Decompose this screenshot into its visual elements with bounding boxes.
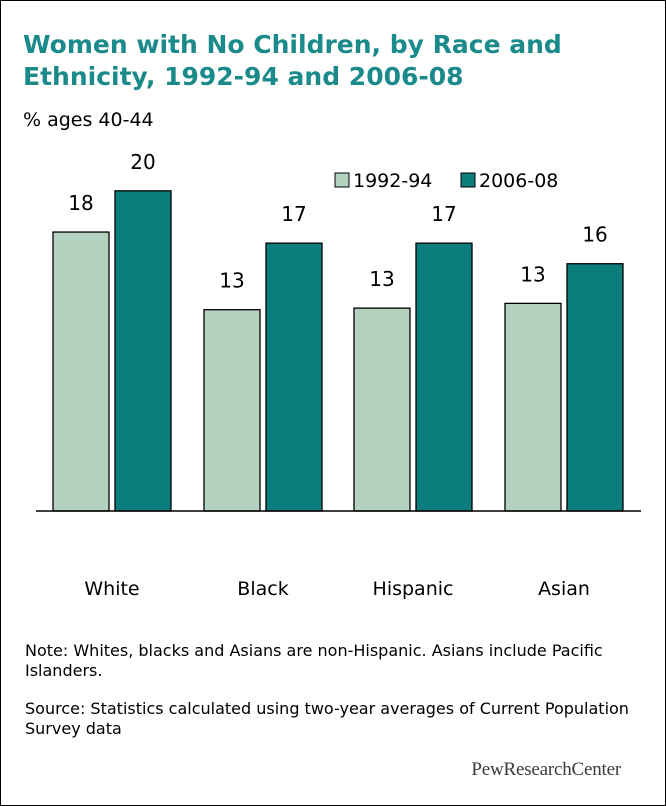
source-note: Source: Statistics calculated using two-… [25, 699, 629, 738]
bar-chart: 1992-94 2006-08 18 20 13 17 13 17 13 16 White Bla… [36, 151, 641, 600]
logo-text-pewresearch: PewResearch [471, 759, 572, 780]
bars [52, 190, 624, 512]
bar-black-1992-94 [203, 309, 261, 512]
value-label-asian-1992-94: 13 [520, 262, 545, 286]
bar-hispanic-1992-94 [353, 307, 411, 512]
legend-label-1992-94: 1992-94 [353, 170, 432, 192]
bar-asian-2006-08 [566, 263, 624, 512]
bar-white-1992-94 [52, 231, 110, 512]
logo-text-center: Center [571, 759, 622, 780]
legend-swatch-2006-08 [460, 172, 476, 188]
bar-white-2006-08 [114, 190, 172, 512]
chart-subtitle: % ages 40-44 [23, 109, 154, 131]
bar-black-2006-08 [265, 242, 323, 512]
category-label-hispanic: Hispanic [373, 578, 454, 600]
value-label-hispanic-2006-08: 17 [431, 202, 456, 226]
value-label-white-1992-94: 18 [68, 191, 93, 215]
bar-asian-1992-94 [504, 302, 562, 512]
category-label-black: Black [237, 578, 288, 600]
value-label-black-1992-94: 13 [219, 269, 244, 293]
footnote: Note: Whites, blacks and Asians are non-… [25, 641, 603, 680]
legend-swatch-1992-94 [334, 172, 350, 188]
bar-hispanic-2006-08 [415, 242, 473, 512]
value-labels: 18 20 13 17 13 17 13 16 [68, 151, 607, 293]
pew-research-center-logo: PewResearchCenter [471, 759, 621, 781]
value-label-white-2006-08: 20 [130, 151, 155, 174]
legend: 1992-94 2006-08 [334, 170, 558, 192]
category-label-asian: Asian [538, 578, 590, 600]
chart-title: Women with No Children, by Race and Ethn… [23, 30, 562, 91]
value-label-asian-2006-08: 16 [582, 223, 607, 247]
category-labels: White Black Hispanic Asian [84, 578, 590, 600]
category-label-white: White [84, 578, 139, 600]
value-label-black-2006-08: 17 [281, 202, 306, 226]
legend-label-2006-08: 2006-08 [479, 170, 558, 192]
value-label-hispanic-1992-94: 13 [369, 267, 394, 291]
